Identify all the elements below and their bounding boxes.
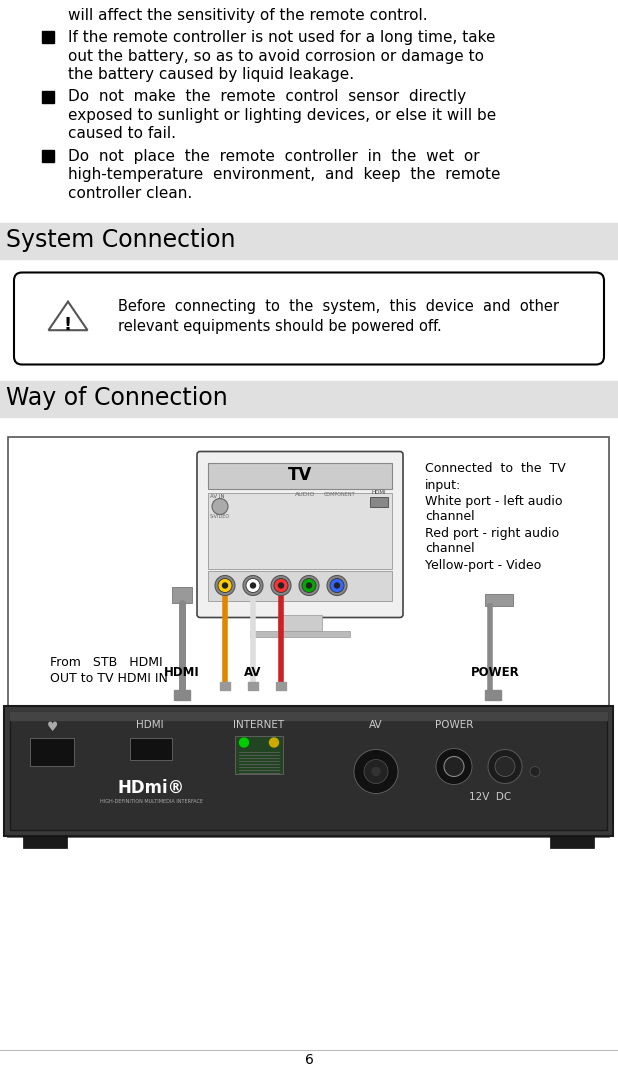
Bar (235, 735, 283, 774)
Circle shape (372, 768, 380, 775)
Text: relevant equipments should be powered off.: relevant equipments should be powered of… (118, 319, 442, 334)
Circle shape (215, 575, 235, 595)
Circle shape (327, 575, 347, 595)
Circle shape (269, 738, 279, 747)
Bar (250, 631, 350, 636)
Bar (0, 381, 618, 417)
Circle shape (243, 575, 263, 595)
Text: channel: channel (425, 542, 475, 556)
Bar (130, 738, 172, 759)
Bar (23, 836, 67, 848)
Circle shape (279, 583, 284, 588)
Bar (42, 31, 54, 43)
Text: HDmi®: HDmi® (117, 778, 185, 796)
Bar (42, 150, 54, 162)
Text: TV: TV (288, 466, 312, 484)
Text: HDMI: HDMI (136, 721, 164, 730)
Circle shape (436, 748, 472, 785)
Circle shape (444, 757, 464, 776)
Text: System Connection: System Connection (6, 229, 235, 252)
Text: Do  not  place  the  remote  controller  in  the  wet  or: Do not place the remote controller in th… (68, 149, 480, 164)
Bar (172, 587, 192, 603)
Bar (220, 682, 230, 690)
Text: AUDIO: AUDIO (295, 493, 315, 497)
Text: controller clean.: controller clean. (68, 186, 192, 201)
Text: POWER: POWER (471, 666, 519, 679)
Text: POWER: POWER (435, 721, 473, 730)
Text: From   STB   HDMI
OUT to TV HDMI IN: From STB HDMI OUT to TV HDMI IN (50, 656, 168, 684)
Text: 12V  DC: 12V DC (469, 791, 511, 802)
Text: !: ! (64, 315, 72, 334)
Text: HDMI: HDMI (164, 666, 200, 679)
Text: Connected  to  the  TV: Connected to the TV (425, 463, 565, 476)
Bar (276, 682, 286, 690)
Circle shape (240, 738, 248, 747)
Circle shape (488, 749, 522, 784)
Bar (485, 593, 513, 605)
Bar (485, 690, 501, 699)
Text: Before  connecting  to  the  system,  this  device  and  other: Before connecting to the system, this de… (118, 298, 559, 313)
Circle shape (299, 575, 319, 595)
FancyBboxPatch shape (14, 273, 604, 365)
Text: 6: 6 (305, 1053, 313, 1067)
Text: White port - left audio: White port - left audio (425, 495, 562, 508)
Text: caused to fail.: caused to fail. (68, 126, 176, 141)
Bar (248, 682, 258, 690)
Circle shape (222, 583, 227, 588)
Circle shape (307, 583, 311, 588)
Bar (550, 836, 594, 848)
Bar (208, 463, 392, 489)
Circle shape (334, 583, 339, 588)
Circle shape (330, 578, 344, 592)
Circle shape (530, 766, 540, 776)
Text: HIGH-DEFINITION MULTIMEDIA INTERFACE: HIGH-DEFINITION MULTIMEDIA INTERFACE (99, 799, 203, 804)
Circle shape (274, 578, 288, 592)
Polygon shape (48, 301, 88, 330)
Bar (208, 571, 392, 601)
Bar (10, 712, 607, 719)
Text: AV IN: AV IN (210, 495, 224, 499)
Text: the battery caused by liquid leakage.: the battery caused by liquid leakage. (68, 67, 354, 82)
Circle shape (354, 749, 398, 793)
Text: out the battery, so as to avoid corrosion or damage to: out the battery, so as to avoid corrosio… (68, 48, 484, 63)
Text: will affect the sensitivity of the remote control.: will affect the sensitivity of the remot… (68, 7, 428, 24)
Circle shape (250, 583, 255, 588)
Circle shape (212, 498, 228, 514)
Bar (278, 615, 322, 631)
Bar (174, 690, 190, 699)
Circle shape (246, 578, 260, 592)
Text: exposed to sunlight or lighting devices, or else it will be: exposed to sunlight or lighting devices,… (68, 108, 496, 123)
Text: Yellow-port - Video: Yellow-port - Video (425, 558, 541, 572)
Text: S-VIDEO: S-VIDEO (210, 514, 230, 520)
Text: high-temperature  environment,  and  keep  the  remote: high-temperature environment, and keep t… (68, 168, 501, 183)
Text: COMPONENT: COMPONENT (324, 493, 356, 497)
Text: input:: input: (425, 479, 461, 492)
Circle shape (302, 578, 316, 592)
Text: HDMI: HDMI (371, 491, 386, 496)
Circle shape (364, 759, 388, 784)
Bar (42, 91, 54, 103)
FancyBboxPatch shape (197, 451, 403, 618)
Text: INTERNET: INTERNET (234, 721, 284, 730)
Bar (370, 496, 388, 507)
Text: If the remote controller is not used for a long time, take: If the remote controller is not used for… (68, 30, 496, 45)
Bar (30, 738, 74, 765)
Bar (8, 436, 609, 837)
Circle shape (271, 575, 291, 595)
Bar (208, 493, 392, 569)
Text: Do  not  make  the  remote  control  sensor  directly: Do not make the remote control sensor di… (68, 90, 466, 105)
Bar (10, 712, 607, 830)
Bar (0, 222, 618, 259)
Text: ♥: ♥ (46, 721, 57, 734)
Text: Red port - right audio: Red port - right audio (425, 527, 559, 540)
Text: Way of Connection: Way of Connection (6, 387, 228, 410)
Text: AV: AV (244, 666, 262, 679)
Circle shape (218, 578, 232, 592)
Circle shape (495, 757, 515, 776)
Text: AV: AV (369, 721, 383, 730)
Bar (4, 706, 613, 836)
Text: channel: channel (425, 511, 475, 524)
